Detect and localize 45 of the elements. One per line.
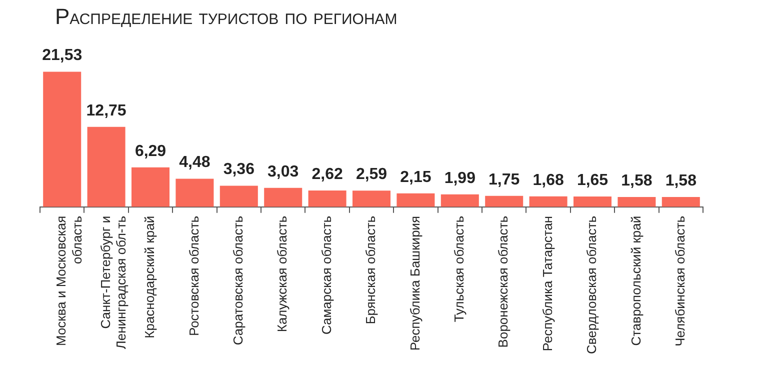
x-tick-label: Краснодарский край [142, 216, 158, 338]
bar [529, 196, 568, 207]
data-label: 1,58 [621, 172, 652, 190]
bar [220, 186, 258, 207]
data-label: 2,15 [400, 168, 432, 186]
x-tick-label: Самарская область [318, 216, 334, 335]
data-label: 6,29 [134, 142, 166, 160]
x-tick-label: Калужская область [274, 216, 290, 332]
data-label: 1,65 [576, 172, 608, 189]
chart-title: Распределение туристов по регионам [55, 4, 398, 30]
data-label: 21,53 [42, 47, 82, 64]
data-label: 1,75 [488, 171, 520, 188]
bar [352, 190, 391, 207]
data-label: 3,36 [223, 161, 255, 178]
bar [485, 196, 524, 207]
bar [308, 190, 346, 207]
bar [87, 126, 126, 207]
x-tick-label: Воронежская область [496, 216, 511, 348]
x-tick-label: Челябинская область [672, 216, 688, 346]
x-tick-label: Тульская область [451, 216, 466, 322]
x-tick-label: Ростовская область [186, 216, 202, 336]
x-tick-label: Брянская область [363, 216, 378, 324]
bar [176, 178, 214, 207]
bar [264, 188, 302, 207]
data-label: 1,99 [444, 170, 476, 187]
x-tick-label: Саратовская область [230, 216, 246, 346]
data-label: 1,58 [665, 172, 697, 190]
bar [662, 196, 700, 207]
data-label: 12,75 [86, 102, 126, 120]
bar [131, 167, 170, 207]
data-label: 4,48 [179, 154, 210, 172]
data-label: 1,68 [532, 172, 564, 189]
bar [618, 196, 656, 207]
data-label: 2,59 [356, 166, 388, 184]
x-tick-label: Ставропольский край [628, 216, 644, 346]
bar [396, 193, 435, 207]
x-tick-label: Республика Татарстан [540, 216, 555, 352]
x-tick-label: Республика Башкирия [407, 216, 422, 351]
data-label: 2,62 [312, 166, 343, 183]
data-label: 3,03 [268, 163, 299, 180]
x-tick-label: Москва и Московская область [54, 216, 84, 346]
x-tick-label: Свердловская область [584, 216, 600, 354]
bar [43, 72, 82, 207]
bar [573, 196, 612, 207]
bar [440, 194, 479, 207]
